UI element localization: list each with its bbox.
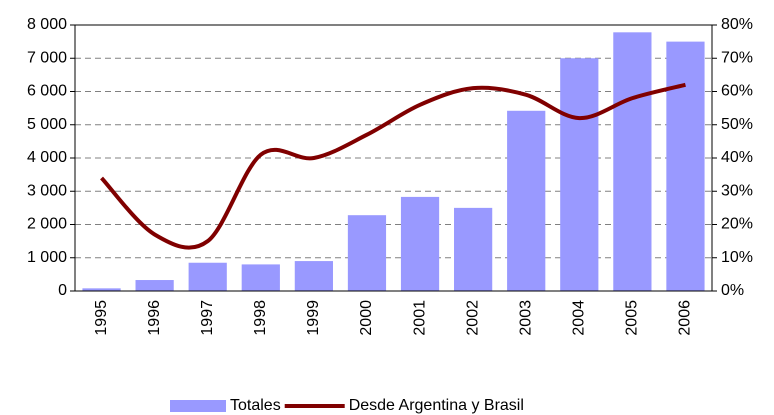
bar bbox=[82, 288, 121, 291]
x-tick-label: 2002 bbox=[464, 300, 481, 336]
y2-tick-label: 30% bbox=[721, 182, 753, 199]
x-tick-label: 1996 bbox=[146, 300, 163, 336]
bar bbox=[613, 32, 652, 291]
y2-tick-label: 0% bbox=[721, 282, 744, 299]
y2-tick-label: 60% bbox=[721, 83, 753, 100]
y-tick-label: 7 000 bbox=[27, 49, 67, 66]
bar bbox=[560, 58, 599, 291]
y2-tick-label: 20% bbox=[721, 216, 753, 233]
x-tick-label: 2006 bbox=[677, 300, 694, 336]
y-tick-label: 6 000 bbox=[27, 83, 67, 100]
y2-tick-label: 70% bbox=[721, 49, 753, 66]
x-tick-label: 2005 bbox=[624, 300, 641, 336]
y-tick-label: 5 000 bbox=[27, 116, 67, 133]
legend-label: Desde Argentina y Brasil bbox=[349, 397, 524, 414]
y2-tick-label: 40% bbox=[721, 149, 753, 166]
bar bbox=[294, 261, 333, 291]
y-tick-label: 0 bbox=[58, 282, 67, 299]
legend-label: Totales bbox=[230, 397, 281, 414]
y-tick-label: 2 000 bbox=[27, 216, 67, 233]
y-tick-label: 1 000 bbox=[27, 249, 67, 266]
plot-border bbox=[74, 24, 713, 292]
y2-tick-label: 80% bbox=[721, 16, 753, 33]
y2-tick-label: 10% bbox=[721, 249, 753, 266]
x-tick-label: 2001 bbox=[411, 300, 428, 336]
x-tick-label: 1995 bbox=[93, 300, 110, 336]
x-tick-label: 2004 bbox=[571, 300, 588, 336]
y-tick-label: 3 000 bbox=[27, 182, 67, 199]
bar bbox=[454, 207, 493, 291]
bar bbox=[666, 41, 705, 291]
bar bbox=[135, 280, 174, 291]
legend-swatch bbox=[170, 400, 226, 412]
y2-tick-label: 50% bbox=[721, 116, 753, 133]
line-series bbox=[100, 82, 686, 250]
y-tick-label: 8 000 bbox=[27, 16, 67, 33]
x-tick-label: 2003 bbox=[517, 300, 534, 336]
bar bbox=[241, 264, 280, 291]
bar bbox=[507, 110, 546, 291]
bar bbox=[400, 196, 440, 291]
x-tick-label: 1998 bbox=[252, 300, 269, 336]
bar bbox=[188, 262, 227, 291]
x-tick-label: 1997 bbox=[199, 300, 216, 336]
bar bbox=[347, 215, 387, 291]
y-tick-label: 4 000 bbox=[27, 149, 67, 166]
x-tick-label: 2000 bbox=[358, 300, 375, 336]
x-tick-label: 1999 bbox=[305, 300, 322, 336]
